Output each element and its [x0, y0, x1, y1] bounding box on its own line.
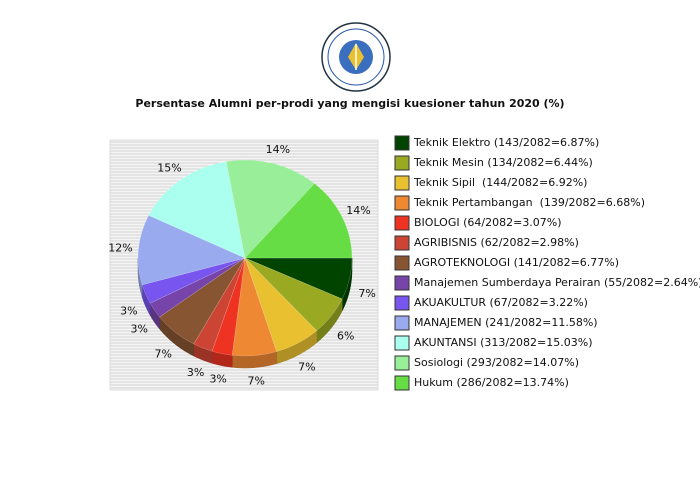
legend-label: BIOLOGI (64/2082=3.07%) [414, 216, 562, 229]
legend-swatch [394, 275, 410, 291]
legend-label: Teknik Elektro (143/2082=6.87%) [413, 136, 599, 149]
legend-swatch [394, 335, 410, 351]
slice-top [244, 257, 343, 332]
data-label: 6% [337, 329, 354, 342]
data-label: 3% [187, 366, 204, 379]
legend-swatch [394, 235, 410, 251]
slice [149, 257, 246, 318]
data-label: 15% [157, 162, 181, 175]
slice-top [231, 257, 277, 357]
legend-label: Teknik Sipil (144/2082=6.92%) [413, 176, 587, 189]
data-label: 3% [209, 372, 226, 385]
legend-swatch [394, 375, 410, 391]
legend-swatch [394, 295, 410, 311]
pie-tops [137, 159, 353, 357]
legend-swatch [394, 135, 410, 151]
legend-label: Sosiologi (293/2082=14.07%) [414, 356, 579, 369]
slice-top [137, 215, 246, 286]
data-label: 12% [108, 241, 132, 254]
data-label: 7% [248, 375, 265, 388]
slice-top [193, 257, 246, 352]
slice [244, 257, 343, 332]
legend-swatch [394, 255, 410, 271]
slice-top [159, 257, 246, 345]
slice-top [148, 161, 246, 259]
legend-label: AKUNTANSI (313/2082=15.03%) [414, 336, 593, 349]
data-label: 7% [155, 348, 172, 361]
slice [244, 257, 318, 352]
slice [225, 159, 315, 259]
legend-swatch [394, 195, 410, 211]
legend-swatch [394, 175, 410, 191]
data-label: 3% [120, 304, 137, 317]
legend-label: MANAJEMEN (241/2082=11.58%) [414, 316, 598, 329]
slice [244, 257, 353, 300]
pie: 7% 6% 7% 7% 3% 3% 7% 3% 3% 12% 15% 14% 14% [108, 143, 376, 388]
legend-swatch [394, 355, 410, 371]
slice-top [244, 257, 353, 300]
slice [137, 215, 246, 286]
slice-top [211, 257, 246, 356]
slice [244, 183, 353, 259]
data-label: 14% [346, 204, 370, 217]
logo [321, 22, 391, 92]
legend-label: Manajemen Sumberdaya Perairan (55/2082=2… [414, 276, 700, 289]
data-label: 7% [298, 360, 315, 373]
data-label: 14% [266, 143, 290, 156]
legend-label: AGROTEKNOLOGI (141/2082=6.77%) [414, 256, 619, 269]
slice [141, 257, 246, 304]
slice [231, 257, 277, 357]
chart-title: Persentase Alumni per-prodi yang mengisi… [135, 97, 564, 110]
slice-top [225, 159, 315, 259]
slice-top [141, 257, 246, 304]
legend-label: Hukum (286/2082=13.74%) [414, 376, 569, 389]
legend: Teknik Elektro (143/2082=6.87%) Teknik Me… [394, 135, 700, 391]
legend-swatch [394, 155, 410, 171]
slice [159, 257, 246, 345]
legend-label: Teknik Mesin (134/2082=6.44%) [413, 156, 593, 169]
slice [211, 257, 246, 356]
slice-top [149, 257, 246, 318]
data-label: 3% [131, 323, 148, 336]
legend-label: Teknik Pertambangan (139/2082=6.68%) [413, 196, 645, 209]
slice-top [244, 257, 318, 352]
legend-label: AGRIBISNIS (62/2082=2.98%) [414, 236, 579, 249]
data-label: 7% [358, 287, 375, 300]
legend-swatch [394, 315, 410, 331]
legend-swatch [394, 215, 410, 231]
legend-label: AKUAKULTUR (67/2082=3.22%) [414, 296, 588, 309]
slice [193, 257, 246, 352]
slice [148, 161, 246, 259]
slice-top [244, 183, 353, 259]
